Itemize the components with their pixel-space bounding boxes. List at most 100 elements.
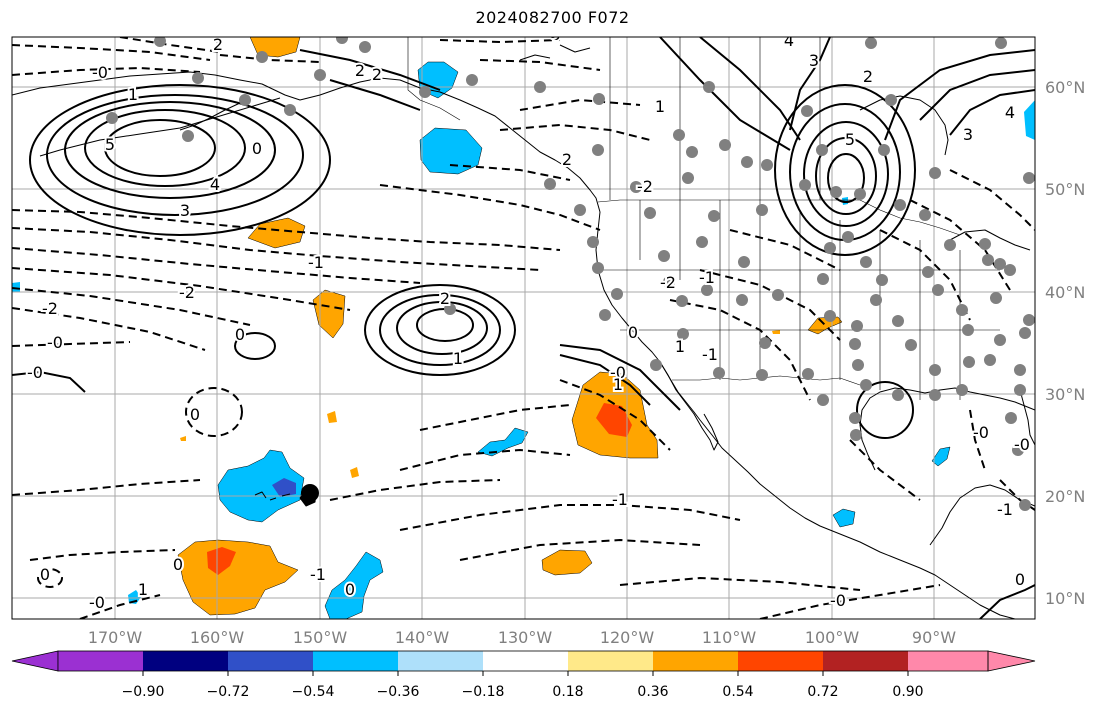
contour-line — [119, 37, 221, 53]
contour-label: -0 — [830, 591, 846, 610]
contour-label: 1 — [613, 375, 623, 394]
aleutian-islands — [39, 97, 281, 157]
contour-line — [29, 549, 176, 561]
contour-line — [12, 287, 251, 326]
contour-line — [699, 37, 801, 141]
contour-line — [499, 123, 651, 141]
contour-label: -0 — [542, 23, 558, 42]
colorbar-swatch — [568, 651, 654, 671]
negative-anomaly-patch — [217, 449, 305, 523]
canada-province-borders — [609, 37, 821, 200]
map-title: 2024082700 F072 — [475, 8, 630, 27]
longitude-labels: 170°W 160°W 150°W 140°W 130°W 120°W 110°… — [88, 628, 956, 647]
colorbar-upper-extension — [987, 650, 1036, 672]
colorbar-tick-label: −0.36 — [377, 684, 420, 700]
alaska-coast — [12, 71, 601, 213]
alaska-canada-border — [407, 37, 461, 121]
contour-line — [12, 209, 561, 251]
political-borders — [407, 37, 1000, 400]
contour-line — [399, 448, 571, 471]
strong-positive-anomaly-patch — [596, 403, 632, 437]
lat-tick-label: 10°N — [1045, 589, 1085, 608]
negative-anomaly-patch — [931, 446, 951, 467]
contour-label: -2 — [42, 299, 58, 318]
contour-line — [849, 439, 921, 501]
contour-label: -2 — [637, 177, 653, 196]
contour-label: -2 — [660, 273, 676, 292]
canada-lakes-coast — [519, 44, 591, 61]
contour-label: 2 — [562, 150, 572, 169]
colorbar-tick-label: 0.72 — [807, 684, 838, 700]
contour-line — [379, 184, 601, 231]
colorbar: −0.90 −0.72 −0.54 −0.36 −0.18 0.18 0.36 … — [11, 650, 1036, 700]
lat-tick-label: 30°N — [1045, 385, 1085, 404]
contour-line — [559, 379, 671, 451]
colorbar-tick-label: 0.54 — [722, 684, 753, 700]
contour-line — [479, 59, 601, 71]
contour-line — [559, 344, 681, 411]
contour-label: -1 — [308, 253, 324, 272]
contour-label: 2 — [372, 65, 382, 84]
colorbar-swatch — [143, 651, 229, 671]
lon-tick-label: 100°W — [805, 628, 860, 647]
contour-line — [399, 504, 741, 531]
negative-contours — [12, 37, 1035, 619]
contour-line — [759, 584, 941, 619]
contour-line — [879, 229, 971, 321]
contour-label: 4 — [784, 31, 794, 50]
contour-line — [969, 409, 986, 471]
contour-label: -1 — [612, 490, 628, 509]
colorbar-frame — [57, 650, 989, 672]
colorbar-tick-label: −0.18 — [462, 684, 505, 700]
lat-tick-label: 40°N — [1045, 283, 1085, 302]
colorbar-swatch — [738, 651, 824, 671]
contour-line — [459, 538, 701, 561]
negative-anomaly-patch — [324, 551, 384, 619]
contour-label: 2 — [213, 35, 223, 54]
contour-label: 5 — [845, 130, 855, 149]
us-state-borders — [600, 200, 1000, 400]
contour-label: -0 — [92, 63, 108, 82]
contour-line — [659, 37, 791, 151]
contour-label: 1 — [128, 85, 138, 104]
baja-california — [659, 361, 719, 451]
contour-label: 0 — [1015, 570, 1025, 589]
positive-anomaly-patch — [312, 289, 346, 339]
contour-line — [519, 98, 641, 111]
contour-label: -1 — [699, 268, 715, 287]
contour-label: 0 — [173, 555, 183, 574]
coastlines — [12, 44, 1035, 619]
negative-anomaly-patch — [1024, 100, 1035, 140]
contour-label: 0 — [345, 580, 355, 599]
yucatan-coast — [929, 484, 1035, 546]
colorbar-swatch — [483, 651, 569, 671]
contour-label: -0 — [1014, 435, 1030, 454]
negative-anomaly-patch — [419, 127, 483, 175]
lat-tick-label: 60°N — [1045, 78, 1085, 97]
lon-tick-label: 130°W — [498, 628, 553, 647]
contour-label: 0 — [628, 323, 638, 342]
contour-line — [79, 594, 161, 619]
lat-tick-label: 20°N — [1045, 487, 1085, 506]
contour-label: 4 — [1005, 103, 1015, 122]
contour-line — [979, 584, 1035, 619]
contour-label: 1 — [675, 337, 685, 356]
negative-anomaly-patch — [832, 508, 856, 528]
contour-line — [329, 79, 421, 111]
colorbar-swatch — [58, 651, 144, 671]
contour-line — [12, 307, 206, 351]
colorbar-tick-label: −0.90 — [122, 684, 165, 700]
contour-line — [669, 299, 811, 401]
us-mexico-border — [672, 375, 861, 386]
contour-line — [12, 479, 201, 496]
contour-line — [12, 341, 131, 347]
lon-tick-label: 120°W — [600, 628, 655, 647]
negative-anomaly-patch — [128, 590, 141, 604]
contour-line — [884, 49, 1035, 141]
great-lakes-coast — [949, 229, 1031, 251]
contour-label: 0 — [252, 139, 262, 158]
contour-label: -0 — [545, 25, 561, 44]
gulf-of-mexico-coast — [859, 387, 1035, 471]
storm-center-marker — [301, 484, 319, 502]
